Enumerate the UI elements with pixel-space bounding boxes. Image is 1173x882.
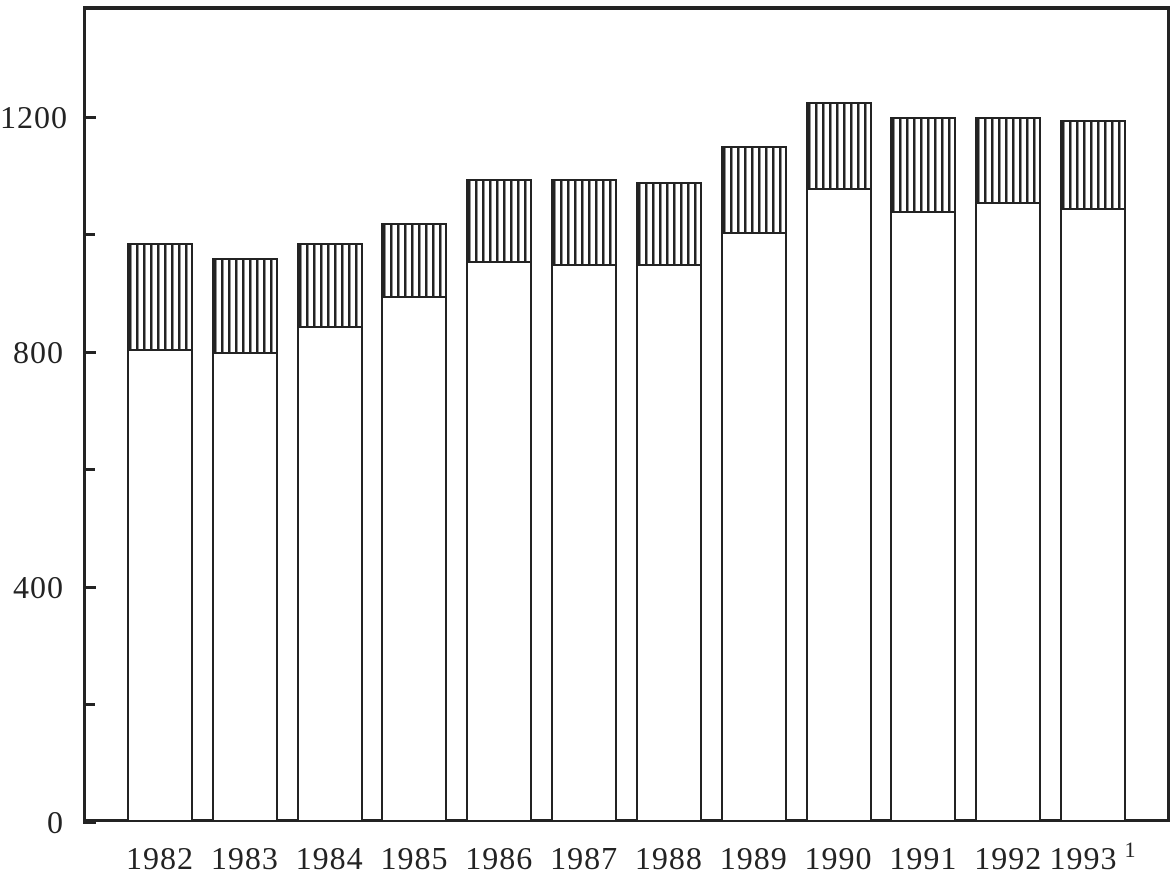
y-axis-tick-label: 0 <box>47 804 64 840</box>
bar-1987 <box>551 178 618 822</box>
bar-segment-hatched-1983 <box>213 260 276 354</box>
bar-1989 <box>720 146 787 822</box>
bar-1982 <box>127 243 193 822</box>
bar-segment-hatched-1991 <box>892 119 955 213</box>
y-axis-tick-label: 800 <box>13 334 64 370</box>
x-axis-category-label: 1990 <box>804 840 873 876</box>
y-axis-tick-label: 1200 <box>0 99 68 135</box>
bar-segment-hatched-1990 <box>807 104 870 190</box>
x-axis-category-label: 1988 <box>634 840 703 876</box>
x-axis-category-label: 1989 <box>719 840 788 876</box>
bar-1992 <box>975 117 1042 822</box>
x-axis-category-label: 1982 <box>126 840 194 876</box>
x-axis-category-label: 1992 <box>974 840 1043 876</box>
x-axis-category-label: 1984 <box>295 840 364 876</box>
plot-frame <box>83 6 1170 822</box>
bar-segment-hatched-1986 <box>468 180 531 263</box>
bar-segment-hatched-1987 <box>553 180 616 266</box>
bar-1986 <box>466 178 533 822</box>
bar-1988 <box>635 181 702 822</box>
bar-1990 <box>805 102 872 822</box>
bar-segment-hatched-1984 <box>298 245 361 328</box>
footnote-marker: 1 <box>1124 837 1137 863</box>
y-axis-major-tick <box>83 350 96 354</box>
x-axis-category-label: 1991 <box>889 840 958 876</box>
bar-1993 <box>1060 119 1127 822</box>
x-axis-category-label: 1993 1 <box>1049 837 1137 876</box>
bar-segment-hatched-1988 <box>637 183 700 266</box>
x-axis-category-label: 1983 <box>210 840 279 876</box>
y-axis-minor-tick <box>83 703 95 706</box>
bar-segment-hatched-1982 <box>129 245 191 352</box>
bar-1983 <box>211 258 278 822</box>
y-axis-tick-label: 400 <box>13 569 64 605</box>
x-axis-category-label: 1986 <box>465 840 534 876</box>
y-axis-minor-tick <box>83 468 95 471</box>
bar-segment-hatched-1989 <box>722 148 785 234</box>
bar-1985 <box>381 222 448 822</box>
y-axis-major-tick <box>83 585 96 589</box>
y-axis-minor-tick <box>83 233 95 236</box>
y-axis-major-tick <box>83 115 96 119</box>
y-axis-major-tick <box>83 820 96 824</box>
bar-segment-hatched-1993 <box>1062 121 1125 211</box>
x-axis-category-label: 1985 <box>380 840 449 876</box>
bar-1991 <box>890 117 957 822</box>
bar-1984 <box>296 243 363 822</box>
bar-segment-hatched-1992 <box>977 119 1040 205</box>
x-axis-category-label: 1987 <box>550 840 619 876</box>
bar-segment-hatched-1985 <box>383 224 446 299</box>
